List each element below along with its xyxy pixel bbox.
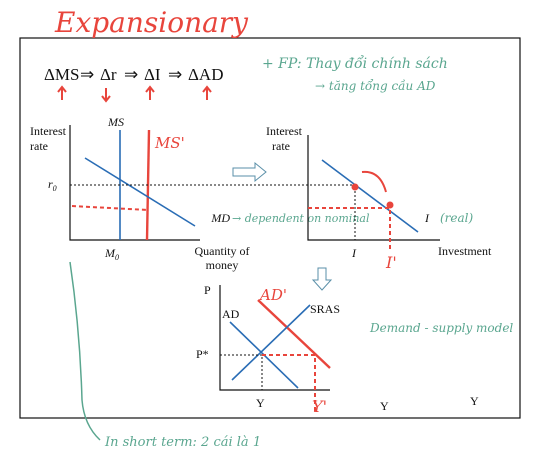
quantity-sub: 0 [115,253,119,262]
fp-note: + FP: Thay đổi chính sách [262,54,448,72]
arrow [232,161,267,183]
axis-label: Interest [30,124,67,138]
output-shift: Y' [312,397,327,416]
chain-sep: ⇒ [80,65,94,84]
i-curve [321,159,419,233]
curve-label: MS' [154,134,185,152]
axis-label: Investment [438,244,492,258]
curve-label: AD [222,307,240,321]
axes [219,285,330,391]
rate-label: r0 [48,177,57,193]
point [351,183,359,191]
arrow [69,261,101,441]
curve-label: I [424,211,430,225]
level-label: I [351,246,357,260]
ad-shift-curve [257,299,331,369]
eq-guide [220,354,263,390]
new-rate-guide [71,205,149,211]
quantity-label: M0 [104,246,119,262]
axis-label: money [206,258,239,272]
axis-label: Interest [266,124,303,138]
price-label: P* [196,347,209,361]
fp-note: → tăng tổng cầu AD [315,78,436,93]
model-note: Demand - supply model [369,321,513,335]
arrow [311,267,333,291]
chain-step: ΔI [144,65,161,84]
axis-label: P [204,283,211,297]
chain-step: ΔMS [44,65,80,84]
axis-label: Y [380,399,389,413]
axis-label: rate [272,139,290,153]
point [386,201,394,209]
title: Expansionary [54,6,249,39]
chain-step: ΔAD [188,65,224,84]
arrow [361,170,387,193]
md-note: → dependent on nominal [232,212,370,225]
output-label: Y [256,396,265,410]
sras-curve [231,304,311,381]
axes [307,135,440,241]
rate: r [48,177,53,191]
curve-label: AD' [258,286,287,304]
quantity: M [104,246,116,260]
short-term-note: In short term: 2 cái là 1 [104,435,261,450]
level-shift: I' [385,253,397,272]
axis-label: rate [30,139,48,153]
axis-label: Y [470,394,479,408]
frame [19,37,521,419]
chain-sep: ⇒ [168,65,182,84]
axis-label: Quantity of [195,244,250,258]
curve-label: MS [107,115,124,129]
curve-label: SRAS [310,302,340,316]
axes [69,125,200,241]
chain-step: Δr [100,65,117,84]
new-eq-guide [262,354,316,412]
real-note: (real) [440,211,474,225]
rate-sub: 0 [53,184,57,193]
md-curve [84,157,196,227]
curve-label: MD [210,211,230,225]
chain-arrows [57,85,212,103]
chain-sep: ⇒ [124,65,138,84]
